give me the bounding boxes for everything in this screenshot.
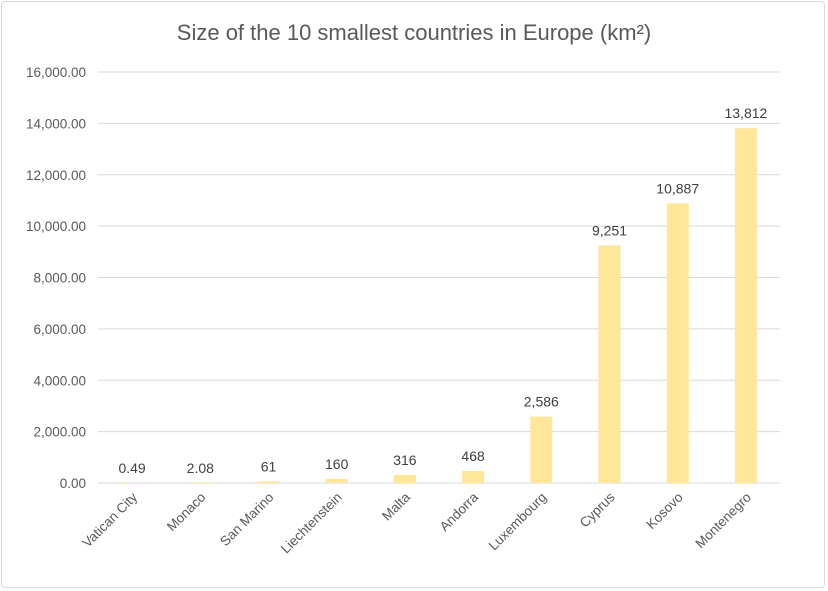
y-tick-label: 2,000.00 (33, 425, 86, 440)
bar (257, 481, 280, 483)
y-tick-label: 4,000.00 (33, 373, 86, 388)
y-tick-label: 8,000.00 (33, 271, 86, 286)
x-tick-label: Liechtenstein (278, 490, 345, 557)
data-label: 13,812 (724, 105, 767, 121)
data-label: 2.08 (187, 460, 214, 476)
data-label: 316 (393, 452, 417, 468)
x-tick-label: Andorra (437, 489, 482, 534)
y-tick-label: 10,000.00 (26, 219, 86, 234)
data-label: 10,887 (656, 180, 699, 196)
bar (121, 482, 144, 484)
x-tick-label: Vatican City (79, 489, 140, 550)
bar (462, 470, 485, 483)
x-tick-label: Luxembourg (486, 490, 550, 554)
data-label: 9,251 (592, 222, 627, 238)
data-label: 61 (261, 458, 277, 474)
bar (666, 203, 689, 483)
data-label: 0.49 (118, 460, 145, 476)
x-tick-label: Kosovo (643, 490, 685, 532)
bar (325, 478, 348, 483)
y-tick-label: 0.00 (60, 476, 86, 491)
x-tick-label: San Marino (217, 490, 276, 549)
x-tick-label: Malta (379, 489, 413, 523)
x-tick-label: Montenegro (692, 490, 754, 552)
x-tick-label: Monaco (164, 490, 209, 535)
bar (598, 245, 621, 483)
y-tick-label: 14,000.00 (26, 116, 86, 131)
data-label: 160 (325, 456, 349, 472)
data-label: 2,586 (524, 394, 559, 410)
y-tick-label: 12,000.00 (26, 168, 86, 183)
data-label: 468 (461, 448, 485, 464)
chart-title: Size of the 10 smallest countries in Eur… (177, 20, 651, 45)
y-tick-label: 6,000.00 (33, 322, 86, 337)
y-tick-label: 16,000.00 (26, 65, 86, 80)
bar (734, 128, 757, 483)
bar (530, 416, 553, 483)
bar (393, 474, 416, 483)
x-tick-label: Cyprus (577, 489, 618, 530)
bar (189, 482, 212, 484)
